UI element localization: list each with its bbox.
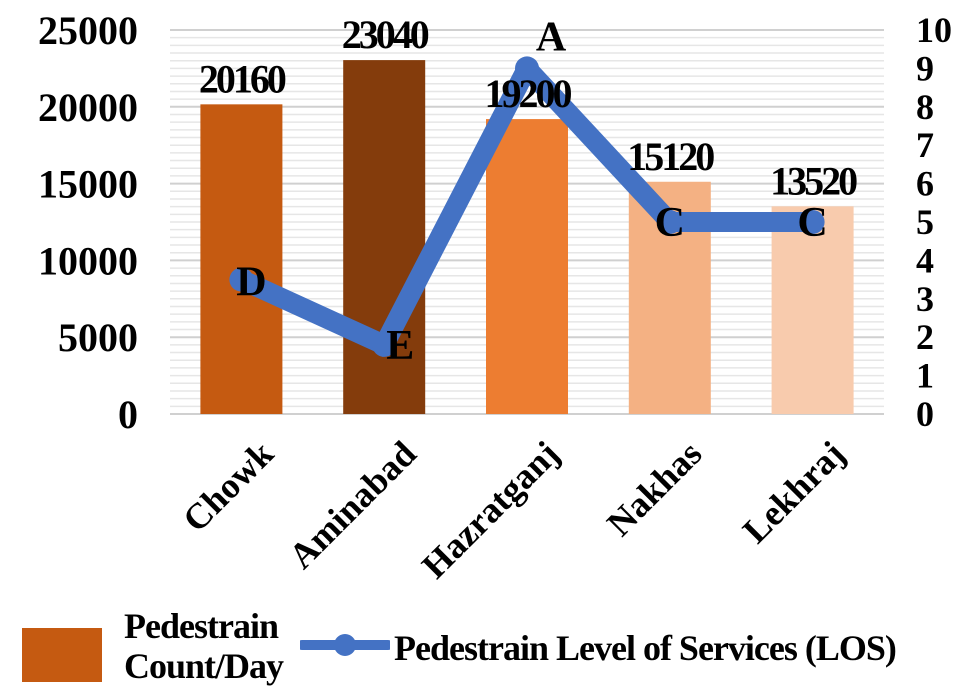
- bar-value-label: 13520: [770, 158, 857, 203]
- category-label-aminabad: Aminabad: [281, 433, 424, 576]
- right-axis-tick: 3: [916, 279, 934, 319]
- right-axis-tick: 8: [916, 87, 934, 127]
- legend: Pedestrain Count/Day Pedestrain Level of…: [0, 604, 972, 686]
- bar-lekhraj: [771, 206, 854, 414]
- bar-value-label: 19200: [485, 71, 572, 116]
- los-point-chowk: [229, 267, 254, 292]
- data-labels: 20160 23040 19200 15120 13520 D E A C C: [199, 12, 860, 369]
- los-grade-label: C: [797, 200, 827, 246]
- los-grade-label: E: [386, 323, 414, 369]
- bar-hazratganj: [486, 119, 568, 414]
- category-label-hazratganj: Hazratganj: [414, 433, 567, 586]
- left-axis-tick: 15000: [38, 162, 138, 207]
- legend-swatch-bar: [22, 628, 102, 682]
- left-axis-tick: 0: [118, 392, 138, 437]
- right-axis-tick: 10: [916, 10, 952, 50]
- bar-chowk: [200, 104, 283, 414]
- right-axis-tick: 0: [916, 394, 934, 434]
- bar-value-label: 15120: [627, 134, 714, 179]
- right-axis-tick: 7: [916, 125, 934, 165]
- legend-swatch-line: [300, 634, 390, 656]
- bar-value-label: 20160: [199, 56, 286, 101]
- legend-label-line: Pedestrain Level of Services (LOS): [394, 628, 897, 668]
- category-label-nakhas: Nakhas: [599, 433, 709, 543]
- left-axis-tick: 25000: [38, 8, 138, 53]
- los-grade-label: C: [655, 200, 685, 246]
- left-axis-tick: 20000: [38, 85, 138, 130]
- right-axis-tick: 1: [916, 356, 934, 396]
- left-axis-tick: 5000: [58, 315, 138, 360]
- left-axis-ticks: 0 5000 10000 15000 20000 25000: [38, 8, 138, 437]
- left-axis-tick: 10000: [38, 238, 138, 283]
- right-axis-tick: 2: [916, 317, 934, 357]
- right-axis-tick: 9: [916, 48, 934, 88]
- legend-label-bar: Pedestrain Count/Day: [124, 606, 284, 686]
- los-point-aminabad: [372, 332, 397, 357]
- right-axis-tick: 6: [916, 164, 934, 204]
- los-grade-label: A: [536, 14, 567, 60]
- right-axis-tick: 5: [916, 202, 934, 242]
- los-point-nakhas: [657, 210, 682, 234]
- los-grade-label: D: [236, 260, 266, 306]
- bar-value-label: 23040: [342, 12, 429, 57]
- category-label-lekhraj: Lekhraj: [735, 433, 852, 550]
- los-point-hazratganj: [515, 56, 539, 81]
- line-series: [229, 56, 825, 357]
- category-label-chowk: Chowk: [175, 433, 281, 539]
- los-point-lekhraj: [800, 210, 825, 234]
- right-axis-tick: 4: [916, 240, 934, 280]
